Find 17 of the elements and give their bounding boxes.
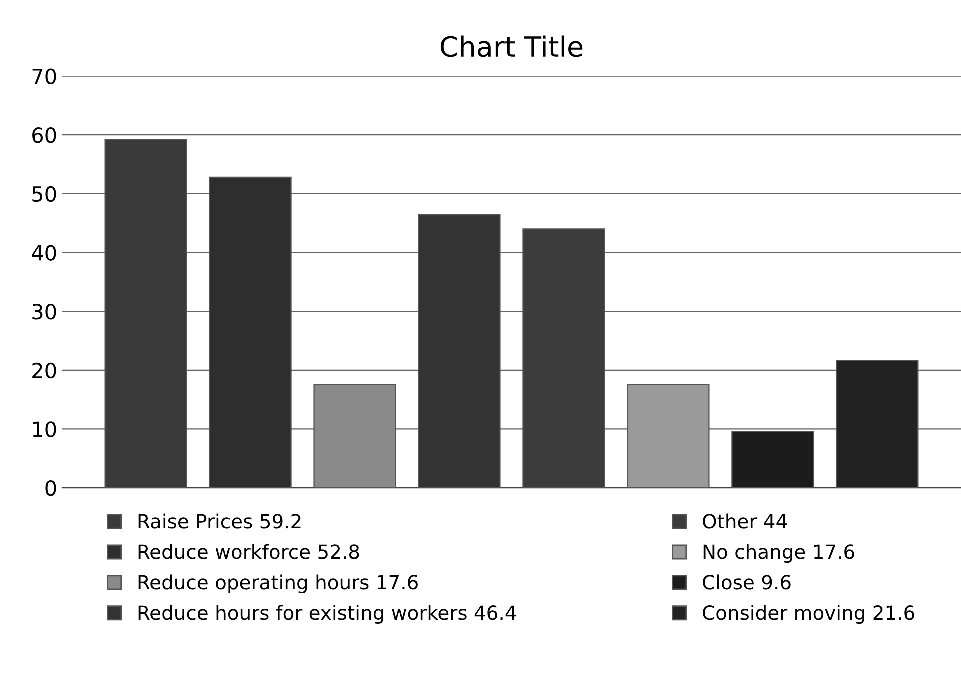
y-tick-label: 70 — [32, 68, 56, 84]
chart-title: Chart Title — [440, 36, 583, 58]
legend-label: Reduce workforce 52.8 — [138, 544, 360, 560]
y-tick-label: 20 — [32, 362, 56, 379]
y-tick-label: 30 — [32, 304, 56, 320]
y-tick-label: 50 — [32, 186, 56, 202]
legend-label: Other 44 — [703, 514, 788, 529]
legend-label: No change 17.6 — [704, 544, 854, 564]
legend-label: Raise Prices 59.2 — [138, 514, 301, 529]
y-tick-label: 0 — [46, 480, 56, 496]
legend-label: Reduce operating hours 17.6 — [138, 574, 418, 594]
legend-label: Reduce hours for existing workers 46.4 — [138, 605, 516, 624]
y-tick-label: 60 — [32, 128, 56, 144]
legend-label: Close 9.6 — [703, 574, 791, 590]
legend-label: Consider moving 21.6 — [703, 605, 914, 624]
y-tick-label: 10 — [33, 422, 56, 438]
y-tick-label: 40 — [32, 245, 56, 261]
